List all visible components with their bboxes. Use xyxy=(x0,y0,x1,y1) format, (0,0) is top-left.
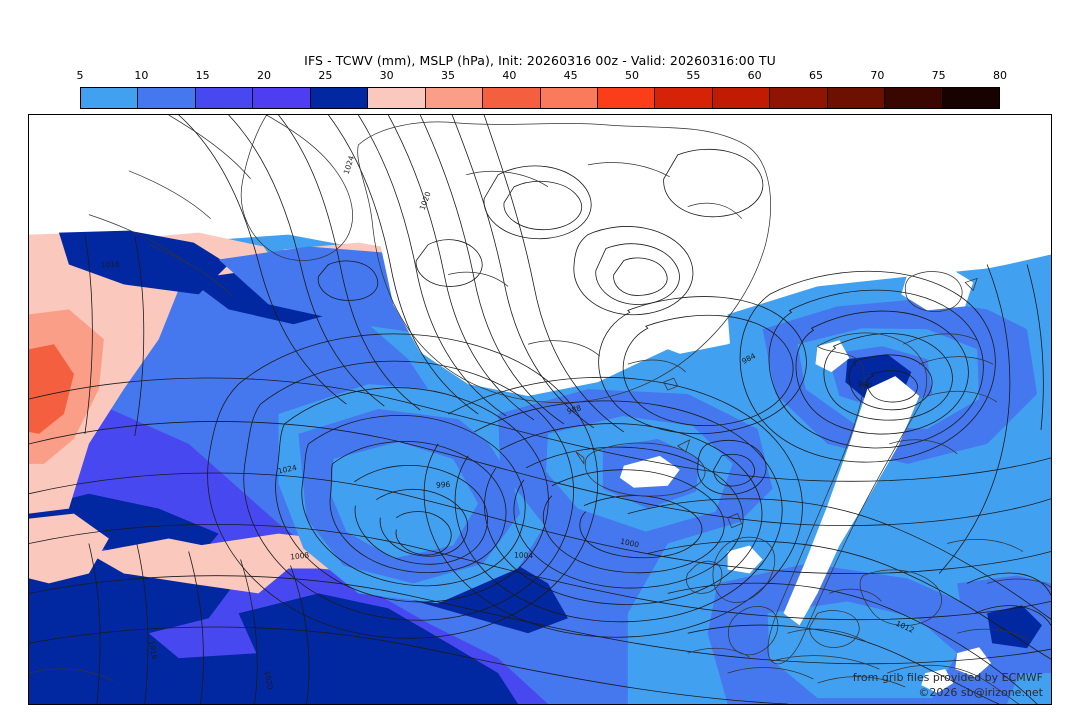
colorbar-tick-label: 45 xyxy=(563,69,578,82)
colorbar-tick-label: 25 xyxy=(318,69,333,82)
colorbar-tick-label: 5 xyxy=(76,69,84,82)
svg-text:1016: 1016 xyxy=(100,259,120,269)
svg-text:1020: 1020 xyxy=(263,670,275,691)
map-panel[interactable]: 1016 1024 1024 1020 988 996 1000 984 980… xyxy=(28,114,1052,705)
colorbar-segment xyxy=(138,88,196,108)
colorbar-tick-label: 55 xyxy=(686,69,701,82)
svg-text:1008: 1008 xyxy=(290,551,310,562)
colorbar-segment xyxy=(597,88,656,108)
colorbar: 5 10 15 20 25 30 35 40 45 50 55 60 65 70 75 80 xyxy=(76,69,1008,113)
colorbar-segment xyxy=(368,88,426,108)
svg-text:988: 988 xyxy=(566,403,582,416)
colorbar-tick-label: 35 xyxy=(441,69,455,82)
colorbar-segment xyxy=(770,88,828,108)
colorbar-segment xyxy=(425,88,484,108)
page-title: IFS - TCWV (mm), MSLP (hPa), Init: 20260… xyxy=(304,53,776,68)
tcwv-filled-contours xyxy=(29,115,1051,704)
colorbar-segment xyxy=(253,88,311,108)
colorbar-tick-label: 60 xyxy=(747,69,762,82)
colorbar-tick-label: 70 xyxy=(870,69,885,82)
colorbar-tick-label: 75 xyxy=(931,69,946,82)
colorbar-tick-label: 10 xyxy=(134,69,149,82)
colorbar-segment xyxy=(655,88,713,108)
colorbar-tick-labels: 5 10 15 20 25 30 35 40 45 50 55 60 65 70 75 80 xyxy=(76,69,1008,85)
colorbar-tick-label: 20 xyxy=(257,69,271,82)
map-canvas: 1016 1024 1024 1020 988 996 1000 984 980… xyxy=(29,115,1051,704)
colorbar-tick-label: 80 xyxy=(993,69,1007,82)
svg-text:1016: 1016 xyxy=(147,640,160,661)
colorbar-tick-label: 65 xyxy=(809,69,823,82)
svg-text:996: 996 xyxy=(436,480,451,490)
colorbar-tick-label: 50 xyxy=(625,69,639,82)
colorbar-segment xyxy=(310,88,369,108)
colorbar-segment xyxy=(540,88,598,108)
colorbar-segment xyxy=(827,88,886,108)
svg-text:1000: 1000 xyxy=(619,537,640,550)
svg-text:980: 980 xyxy=(857,379,873,390)
colorbar-segment xyxy=(81,88,139,108)
colorbar-segment xyxy=(942,88,999,108)
svg-text:1024: 1024 xyxy=(277,463,298,476)
mslp-contours xyxy=(29,115,1051,704)
colorbar-tick-label: 30 xyxy=(379,69,394,82)
colorbar-tick-label: 40 xyxy=(502,69,517,82)
colorbar-gradient-strip xyxy=(80,87,1000,109)
colorbar-segment xyxy=(195,88,254,108)
coastlines xyxy=(29,115,1051,704)
colorbar-segment xyxy=(712,88,771,108)
colorbar-segment xyxy=(885,88,943,108)
colorbar-segment xyxy=(483,88,541,108)
colorbar-tick-label: 15 xyxy=(195,69,210,82)
svg-text:1004: 1004 xyxy=(514,551,534,561)
